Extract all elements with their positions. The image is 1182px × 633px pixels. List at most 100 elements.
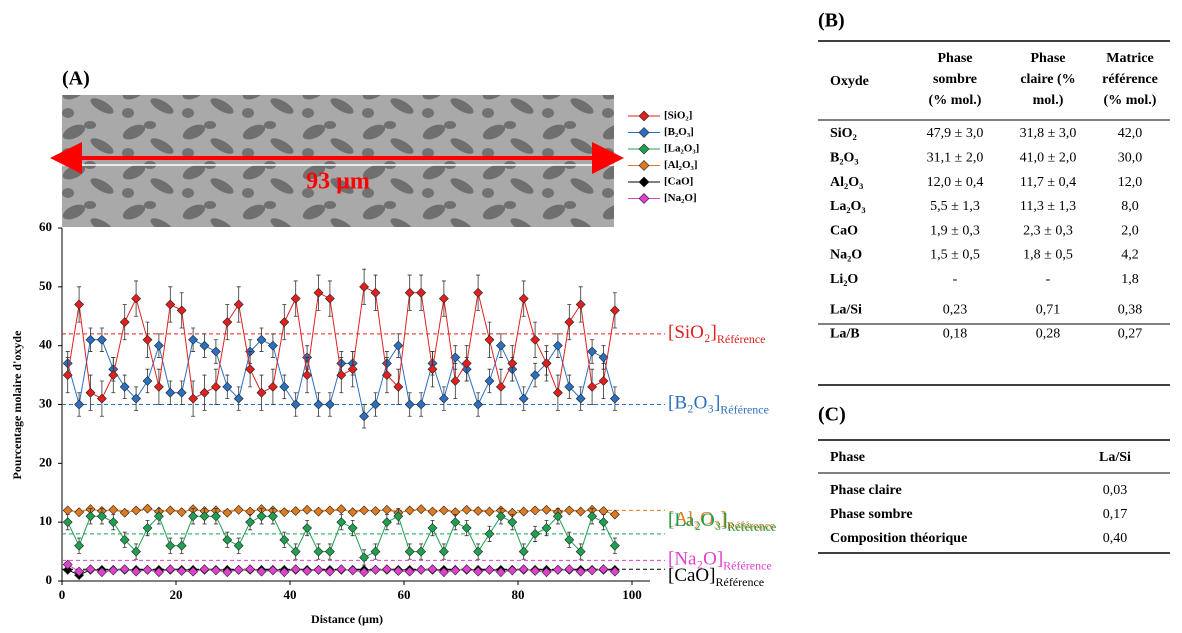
data-point — [290, 506, 301, 516]
data-point — [530, 505, 541, 516]
data-point — [290, 293, 301, 304]
data-point — [188, 511, 199, 522]
data-point — [267, 340, 278, 351]
data-point — [96, 567, 107, 578]
data-point — [324, 293, 335, 304]
data-point — [552, 340, 563, 351]
x-tick-label: 80 — [512, 587, 525, 602]
data-point — [609, 566, 620, 577]
data-point — [404, 287, 415, 298]
data-point — [62, 517, 73, 528]
table-cell: CaO — [830, 223, 858, 238]
data-point — [62, 559, 73, 570]
data-point — [222, 317, 233, 328]
micrograph — [62, 95, 614, 227]
data-point — [609, 509, 620, 520]
legend-label: [B₂O₃] — [664, 126, 694, 138]
data-point — [336, 504, 347, 515]
data-point — [176, 507, 187, 518]
data-point — [575, 566, 586, 577]
y-tick-label: 60 — [39, 219, 52, 234]
data-point — [518, 546, 529, 557]
data-point — [62, 505, 73, 516]
data-point — [598, 564, 609, 575]
data-point — [416, 546, 427, 557]
y-tick-label: 30 — [39, 395, 52, 410]
data-point — [438, 567, 449, 578]
data-point — [359, 281, 370, 292]
table-cell: La/Si — [830, 302, 862, 317]
data-point — [199, 387, 210, 398]
data-point — [484, 564, 495, 575]
data-point — [575, 546, 586, 557]
data-point — [96, 511, 107, 522]
data-point — [416, 504, 427, 515]
data-point — [222, 507, 233, 518]
data-point — [427, 564, 438, 575]
data-point — [165, 564, 176, 575]
reference-suffix: Référence — [715, 575, 764, 589]
data-point — [131, 505, 142, 516]
data-point — [495, 381, 506, 392]
data-point — [370, 564, 381, 575]
data-point — [495, 511, 506, 522]
table-cell: 42,0 — [1118, 126, 1143, 141]
table-cell: Al₂O₃ — [830, 175, 863, 190]
data-point — [279, 507, 290, 518]
data-point — [142, 523, 153, 533]
table-header: Oxyde — [830, 74, 869, 89]
legend-marker — [638, 176, 650, 188]
data-point — [74, 399, 85, 410]
data-point — [85, 511, 96, 522]
data-point — [96, 334, 107, 345]
table-cell: - — [953, 272, 958, 287]
data-point — [552, 387, 563, 398]
data-point — [530, 334, 541, 345]
legend-marker — [638, 110, 650, 122]
table-label: (C) — [818, 404, 846, 426]
y-tick-label: 10 — [39, 513, 52, 528]
data-point — [210, 565, 221, 576]
table-cell: 41,0 ± 2,0 — [1020, 151, 1077, 166]
legend-marker — [638, 193, 650, 204]
table-header: Phase — [830, 450, 865, 465]
data-point — [222, 534, 233, 545]
table-cell: 1,5 ± 0,5 — [930, 248, 980, 263]
table-cell: 31,1 ± 2,0 — [927, 151, 984, 166]
data-point — [74, 566, 85, 577]
table-cell: Phase claire — [830, 483, 902, 498]
table-cell: 2,0 — [1121, 223, 1139, 238]
data-point — [119, 381, 130, 392]
legend-label: [Na₂O] — [664, 192, 697, 204]
table-cell: 1,8 ± 0,5 — [1023, 248, 1073, 263]
data-point — [598, 352, 609, 363]
data-point — [267, 381, 278, 392]
data-point — [564, 505, 575, 516]
reference-suffix: Référence — [727, 518, 776, 532]
data-point — [347, 523, 358, 533]
table-cell: 1,9 ± 0,3 — [930, 223, 980, 238]
data-point — [108, 370, 119, 381]
data-point — [507, 565, 518, 576]
x-axis-title: Distance (µm) — [311, 612, 383, 626]
data-point — [473, 399, 484, 410]
data-point — [222, 567, 233, 578]
data-point — [450, 565, 461, 576]
data-point — [598, 376, 609, 386]
table-cell: 31,8 ± 3,0 — [1020, 126, 1077, 141]
data-point — [564, 381, 575, 392]
data-point — [347, 507, 358, 518]
data-point — [290, 546, 301, 557]
y-tick-label: 20 — [39, 454, 52, 469]
data-point — [153, 511, 164, 522]
data-point — [393, 566, 404, 576]
table-cell: 0,40 — [1103, 531, 1128, 546]
x-tick-label: 20 — [170, 587, 183, 602]
data-point — [530, 566, 541, 576]
data-point — [404, 546, 415, 557]
data-point — [142, 564, 153, 575]
y-tick-label: 50 — [39, 278, 52, 293]
data-point — [347, 364, 358, 375]
y-tick-label: 0 — [46, 572, 53, 587]
data-point — [416, 287, 427, 298]
